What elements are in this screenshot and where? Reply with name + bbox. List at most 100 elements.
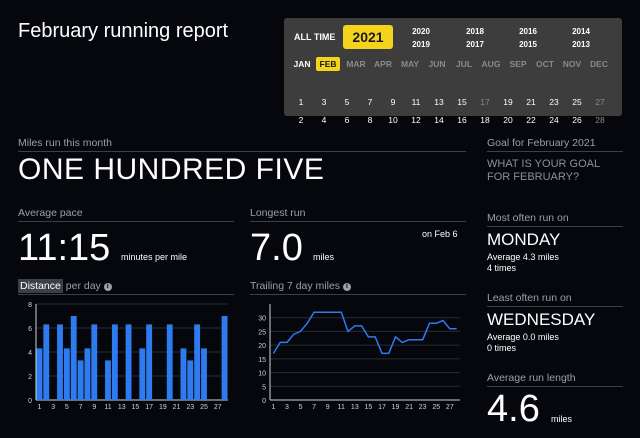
x-tick-label: 23 xyxy=(419,404,427,411)
x-tick-label: 27 xyxy=(446,404,454,411)
day-1[interactable]: 1 xyxy=(298,97,304,107)
distance-bar[interactable] xyxy=(146,324,153,400)
distance-bar[interactable] xyxy=(57,324,63,400)
day-15[interactable]: 15 xyxy=(457,97,467,107)
day-20[interactable]: 20 xyxy=(503,115,513,125)
distance-bar[interactable] xyxy=(221,316,228,400)
year-2015-button[interactable]: 2015 xyxy=(519,40,537,49)
month-jan[interactable]: JAN xyxy=(293,59,311,69)
least-often-times: 0 times xyxy=(487,343,517,353)
x-tick-label: 17 xyxy=(378,404,386,411)
all-time-button[interactable]: ALL TIME xyxy=(294,32,336,42)
divider xyxy=(487,151,623,152)
distance-bar[interactable] xyxy=(180,348,187,400)
y-tick-label: 2 xyxy=(28,374,32,381)
day-23[interactable]: 23 xyxy=(549,97,559,107)
day-13[interactable]: 13 xyxy=(434,97,444,107)
distance-bar[interactable] xyxy=(105,360,111,400)
year-2021-button[interactable]: 2021 xyxy=(343,25,393,49)
day-27[interactable]: 27 xyxy=(595,97,605,107)
day-7[interactable]: 7 xyxy=(367,97,373,107)
distance-bar[interactable] xyxy=(36,348,43,400)
info-icon[interactable]: i xyxy=(103,283,112,291)
avg-length-label: Average run length xyxy=(487,372,576,384)
pace-label: Average pace xyxy=(18,207,83,219)
distance-bar[interactable] xyxy=(77,360,84,400)
year-2019-button[interactable]: 2019 xyxy=(412,40,430,49)
distance-bar[interactable] xyxy=(125,324,132,400)
y-tick-label: 4 xyxy=(28,350,32,357)
distance-bar[interactable] xyxy=(139,348,146,400)
y-tick-label: 25 xyxy=(258,329,266,336)
day-16[interactable]: 16 xyxy=(457,115,467,125)
avg-length-value: 4.6 xyxy=(487,388,540,430)
month-apr[interactable]: APR xyxy=(374,59,392,69)
x-tick-label: 5 xyxy=(299,404,303,411)
x-tick-label: 15 xyxy=(132,404,140,411)
day-22[interactable]: 22 xyxy=(526,115,536,125)
day-14[interactable]: 14 xyxy=(434,115,444,125)
day-11[interactable]: 11 xyxy=(411,97,421,107)
day-9[interactable]: 9 xyxy=(390,97,396,107)
year-2014-button[interactable]: 2014 xyxy=(572,27,590,36)
distance-bar[interactable] xyxy=(194,324,201,400)
pace-unit: minutes per mile xyxy=(121,252,188,262)
distance-bar[interactable] xyxy=(84,348,91,400)
year-2013-button[interactable]: 2013 xyxy=(572,40,590,49)
trailing-miles-line[interactable] xyxy=(272,311,457,355)
distance-tag[interactable]: Distance xyxy=(18,279,63,293)
divider xyxy=(487,306,623,307)
miles-label: Miles run this month xyxy=(18,137,112,149)
distance-bar[interactable] xyxy=(91,324,98,400)
year-2017-button[interactable]: 2017 xyxy=(466,40,484,49)
goal-prompt[interactable]: WHAT IS YOUR GOAL FOR FEBRUARY? xyxy=(487,158,600,184)
month-mar[interactable]: MAR xyxy=(346,59,366,69)
day-25[interactable]: 25 xyxy=(572,97,582,107)
day-28[interactable]: 28 xyxy=(595,115,605,125)
distance-bar[interactable] xyxy=(166,324,173,400)
day-18[interactable]: 18 xyxy=(480,115,490,125)
year-2020-button[interactable]: 2020 xyxy=(412,27,430,36)
distance-bar[interactable] xyxy=(43,324,50,400)
y-tick-label: 10 xyxy=(258,371,266,378)
day-26[interactable]: 26 xyxy=(572,115,582,125)
distance-bar[interactable] xyxy=(70,316,77,400)
day-24[interactable]: 24 xyxy=(549,115,559,125)
goal-prompt-line1: WHAT IS YOUR GOAL xyxy=(487,158,601,170)
distance-bar[interactable] xyxy=(187,360,194,400)
day-10[interactable]: 10 xyxy=(388,115,398,125)
month-jun[interactable]: JUN xyxy=(428,59,446,69)
x-tick-label: 3 xyxy=(51,404,55,411)
goal-prompt-line2: FOR FEBRUARY? xyxy=(487,171,580,183)
info-icon[interactable]: i xyxy=(342,283,351,291)
day-19[interactable]: 19 xyxy=(503,97,513,107)
month-feb[interactable]: FEB xyxy=(316,57,340,71)
day-5[interactable]: 5 xyxy=(344,97,350,107)
month-may[interactable]: MAY xyxy=(400,59,420,69)
month-aug[interactable]: AUG xyxy=(481,59,501,69)
month-sep[interactable]: SEP xyxy=(509,59,527,69)
day-8[interactable]: 8 xyxy=(367,115,373,125)
day-17[interactable]: 17 xyxy=(480,97,490,107)
month-oct[interactable]: OCT xyxy=(536,59,554,69)
month-jul[interactable]: JUL xyxy=(455,59,473,69)
distance-bar[interactable] xyxy=(63,348,70,400)
day-6[interactable]: 6 xyxy=(344,115,350,125)
least-often-label: Least often run on xyxy=(487,292,572,304)
day-4[interactable]: 4 xyxy=(321,115,327,125)
day-12[interactable]: 12 xyxy=(411,115,421,125)
distance-bar[interactable] xyxy=(111,324,118,400)
pace-value: 11:15 xyxy=(18,227,111,269)
day-3[interactable]: 3 xyxy=(321,97,327,107)
day-2[interactable]: 2 xyxy=(298,115,304,125)
day-21[interactable]: 21 xyxy=(526,97,536,107)
distance-bar[interactable] xyxy=(201,348,207,400)
year-2018-button[interactable]: 2018 xyxy=(466,27,484,36)
x-tick-label: 5 xyxy=(65,404,69,411)
trailing-label-text: Trailing 7 day miles xyxy=(250,280,341,292)
year-2016-button[interactable]: 2016 xyxy=(519,27,537,36)
month-nov[interactable]: NOV xyxy=(562,59,582,69)
x-tick-label: 9 xyxy=(326,404,330,411)
month-dec[interactable]: DEC xyxy=(590,59,608,69)
